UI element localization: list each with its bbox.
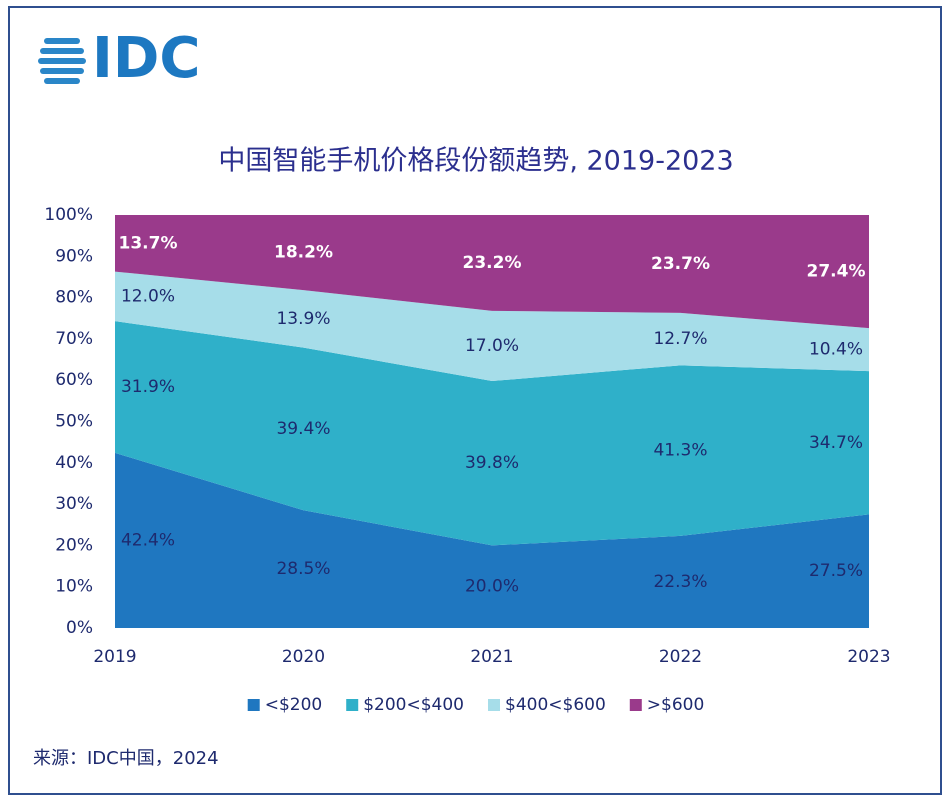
- value-label: 22.3%: [653, 572, 707, 592]
- value-label: 20.0%: [465, 577, 519, 597]
- value-label: 27.4%: [807, 262, 866, 282]
- value-label: 34.7%: [809, 433, 863, 453]
- legend-label: $400<$600: [505, 695, 606, 715]
- legend-swatch: [629, 699, 642, 711]
- value-label: 10.4%: [809, 340, 863, 360]
- x-tick-label: 2020: [282, 647, 325, 667]
- x-tick-label: 2022: [659, 647, 702, 667]
- legend-label: <$200: [265, 695, 323, 715]
- x-tick-label: 2023: [847, 647, 890, 667]
- area: [115, 271, 869, 382]
- frame: [8, 6, 942, 795]
- y-tick-label: 40%: [55, 453, 93, 473]
- value-label: 39.4%: [276, 419, 330, 439]
- area: [115, 452, 869, 628]
- x-tick-label: 2019: [93, 647, 136, 667]
- value-label: 17.0%: [465, 336, 519, 356]
- value-label: 12.7%: [653, 329, 707, 349]
- y-tick-label: 0%: [66, 618, 93, 638]
- y-tick-label: 20%: [55, 535, 93, 555]
- logo-mark: [38, 38, 86, 84]
- y-tick-label: 10%: [55, 577, 93, 597]
- value-label: 23.7%: [651, 254, 710, 274]
- y-tick-label: 70%: [55, 329, 93, 349]
- legend-swatch: [488, 699, 500, 711]
- value-label: 23.2%: [463, 253, 522, 273]
- value-label: 13.7%: [119, 233, 178, 253]
- value-label: 28.5%: [276, 559, 330, 579]
- legend-swatch: [346, 699, 359, 711]
- y-tick-label: 50%: [55, 412, 93, 432]
- chart-title: 中国智能手机价格段份额趋势, 2019-2023: [218, 146, 733, 177]
- area: [115, 321, 869, 546]
- legend-swatch: [247, 699, 260, 711]
- value-label: 27.5%: [809, 561, 863, 581]
- source: 来源：IDC中国，2024: [33, 748, 219, 769]
- value-label: 13.9%: [276, 309, 330, 329]
- legend-label: $200<$400: [363, 695, 464, 715]
- value-label: 18.2%: [274, 243, 333, 263]
- legend: <$200 $200<$400 $400<$600 >$600: [247, 695, 705, 715]
- x-tick-label: 2021: [470, 647, 513, 667]
- logo: IDC: [92, 26, 200, 91]
- value-label: 42.4%: [121, 530, 175, 550]
- y-tick-label: 60%: [55, 370, 93, 390]
- value-label: 39.8%: [465, 453, 519, 473]
- value-label: 12.0%: [121, 286, 175, 306]
- area: [115, 215, 869, 329]
- y-tick-label: 80%: [55, 288, 93, 308]
- value-label: 31.9%: [121, 377, 175, 397]
- y-tick-label: 100%: [44, 205, 93, 225]
- value-label: 41.3%: [653, 441, 707, 461]
- legend-label: >$600: [647, 695, 705, 715]
- y-tick-label: 90%: [55, 246, 93, 266]
- y-tick-label: 30%: [55, 494, 93, 514]
